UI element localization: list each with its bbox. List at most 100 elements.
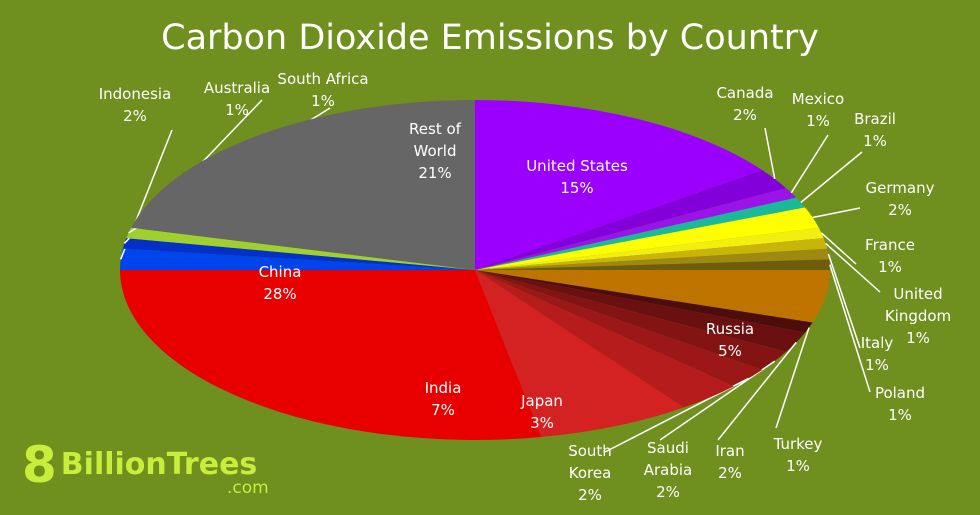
- leader-line: [659, 360, 776, 441]
- category-label: Mexico: [791, 90, 845, 108]
- value-label: 1%: [786, 457, 810, 475]
- category-label: South Africa: [277, 70, 369, 88]
- slice-label: Saudi Arabia 2%: [633, 437, 703, 503]
- leader-line: [827, 253, 861, 349]
- value-label: 1%: [888, 406, 912, 424]
- category-label: Brazil: [854, 110, 896, 128]
- value-label: 2%: [733, 106, 757, 124]
- pie-slice: [475, 270, 734, 408]
- value-label: 2%: [888, 201, 912, 219]
- slice-label: Japan 3%: [512, 390, 572, 434]
- category-label: Poland: [874, 384, 926, 402]
- pie-slice: [131, 100, 475, 270]
- leader-line: [790, 134, 829, 194]
- chart-title: Carbon Dioxide Emissions by Country: [161, 18, 819, 58]
- leader-line: [800, 151, 863, 204]
- slice-label: Australia 1%: [197, 77, 277, 121]
- slice-label: United Kingdom 1%: [868, 283, 968, 349]
- pie-slice: [126, 227, 475, 270]
- logo: 8 BillionTrees .com: [22, 440, 269, 498]
- pie-slice: [475, 270, 830, 323]
- pie-slice: [475, 270, 684, 437]
- leader-line: [825, 242, 881, 293]
- slice-label: Iran 2%: [710, 440, 750, 484]
- slice-label: Indonesia 2%: [85, 83, 185, 127]
- category-label: United Kingdom: [884, 285, 952, 325]
- pie-slice: [475, 227, 824, 270]
- slice-label: Canada 2%: [705, 82, 785, 126]
- value-label: 1%: [878, 258, 902, 276]
- category-label: Japan: [521, 392, 563, 410]
- leader-line: [775, 327, 810, 429]
- category-label: India: [424, 379, 462, 397]
- pie-slice: [475, 270, 806, 352]
- value-label: 2%: [578, 486, 602, 504]
- value-label: 21%: [418, 164, 452, 182]
- category-label: France: [865, 236, 915, 254]
- value-label: 15%: [560, 179, 594, 197]
- slice-label: South Africa 1%: [268, 68, 378, 112]
- pie-slice: [475, 270, 813, 333]
- value-label: 1%: [311, 92, 335, 110]
- value-label: 3%: [530, 414, 554, 432]
- value-label: 2%: [123, 107, 147, 125]
- leader-line: [820, 232, 857, 265]
- leader-line: [764, 127, 776, 180]
- pie-slice: [120, 248, 475, 270]
- category-label: Germany: [865, 179, 935, 197]
- logo-name: BillionTrees: [60, 447, 258, 482]
- slice-label: Italy 1%: [857, 332, 897, 376]
- category-label: Italy: [860, 334, 894, 352]
- slice-label: Turkey 1%: [763, 433, 833, 477]
- slice-label: United States 15%: [507, 155, 647, 199]
- category-label: Indonesia: [98, 85, 172, 103]
- category-label: Canada: [716, 84, 774, 102]
- slice-label: South Korea 2%: [560, 440, 620, 506]
- category-label: Australia: [203, 79, 271, 97]
- value-label: 5%: [718, 342, 742, 360]
- slice-label: China 28%: [240, 261, 320, 305]
- value-label: 1%: [865, 356, 889, 374]
- slice-label: Mexico 1%: [783, 88, 853, 132]
- category-label: Iran: [715, 442, 745, 460]
- pie-slice: [475, 248, 830, 270]
- value-label: 7%: [431, 401, 455, 419]
- pie-slice: [120, 270, 542, 440]
- logo-domain: .com: [227, 478, 269, 498]
- category-label: Saudi Arabia: [643, 439, 693, 479]
- pie-slice: [475, 238, 828, 270]
- leader-line: [717, 341, 797, 441]
- category-label: Rest of World: [409, 120, 461, 160]
- pie-slice: [475, 207, 819, 270]
- value-label: 1%: [225, 101, 249, 119]
- value-label: 2%: [656, 483, 680, 501]
- pie-slice: [475, 188, 797, 270]
- slice-label: Rest of World 21%: [400, 118, 470, 184]
- value-label: 1%: [906, 329, 930, 347]
- slice-label: Poland 1%: [870, 382, 930, 426]
- value-label: 1%: [806, 112, 830, 130]
- value-label: 1%: [863, 132, 887, 150]
- category-label: United States: [526, 157, 628, 175]
- leader-line: [812, 207, 861, 219]
- leader-line: [829, 264, 871, 393]
- category-label: Turkey: [773, 435, 823, 453]
- category-label: Russia: [705, 320, 755, 338]
- slice-label: France 1%: [855, 234, 925, 278]
- value-label: 2%: [718, 464, 742, 482]
- slice-label: India 7%: [413, 377, 473, 421]
- value-label: 28%: [263, 285, 297, 303]
- category-label: China: [258, 263, 302, 281]
- pie-slice: [122, 238, 475, 270]
- category-label: South Korea: [568, 442, 612, 482]
- pie-slice: [475, 270, 763, 387]
- pie-slice: [475, 259, 830, 270]
- logo-mark: 8: [22, 436, 57, 494]
- slice-label: Russia 5%: [690, 318, 770, 362]
- slice-label: Germany 2%: [860, 177, 940, 221]
- pie-slice: [475, 270, 787, 370]
- slice-label: Brazil 1%: [845, 108, 905, 152]
- pie-slice: [475, 170, 787, 270]
